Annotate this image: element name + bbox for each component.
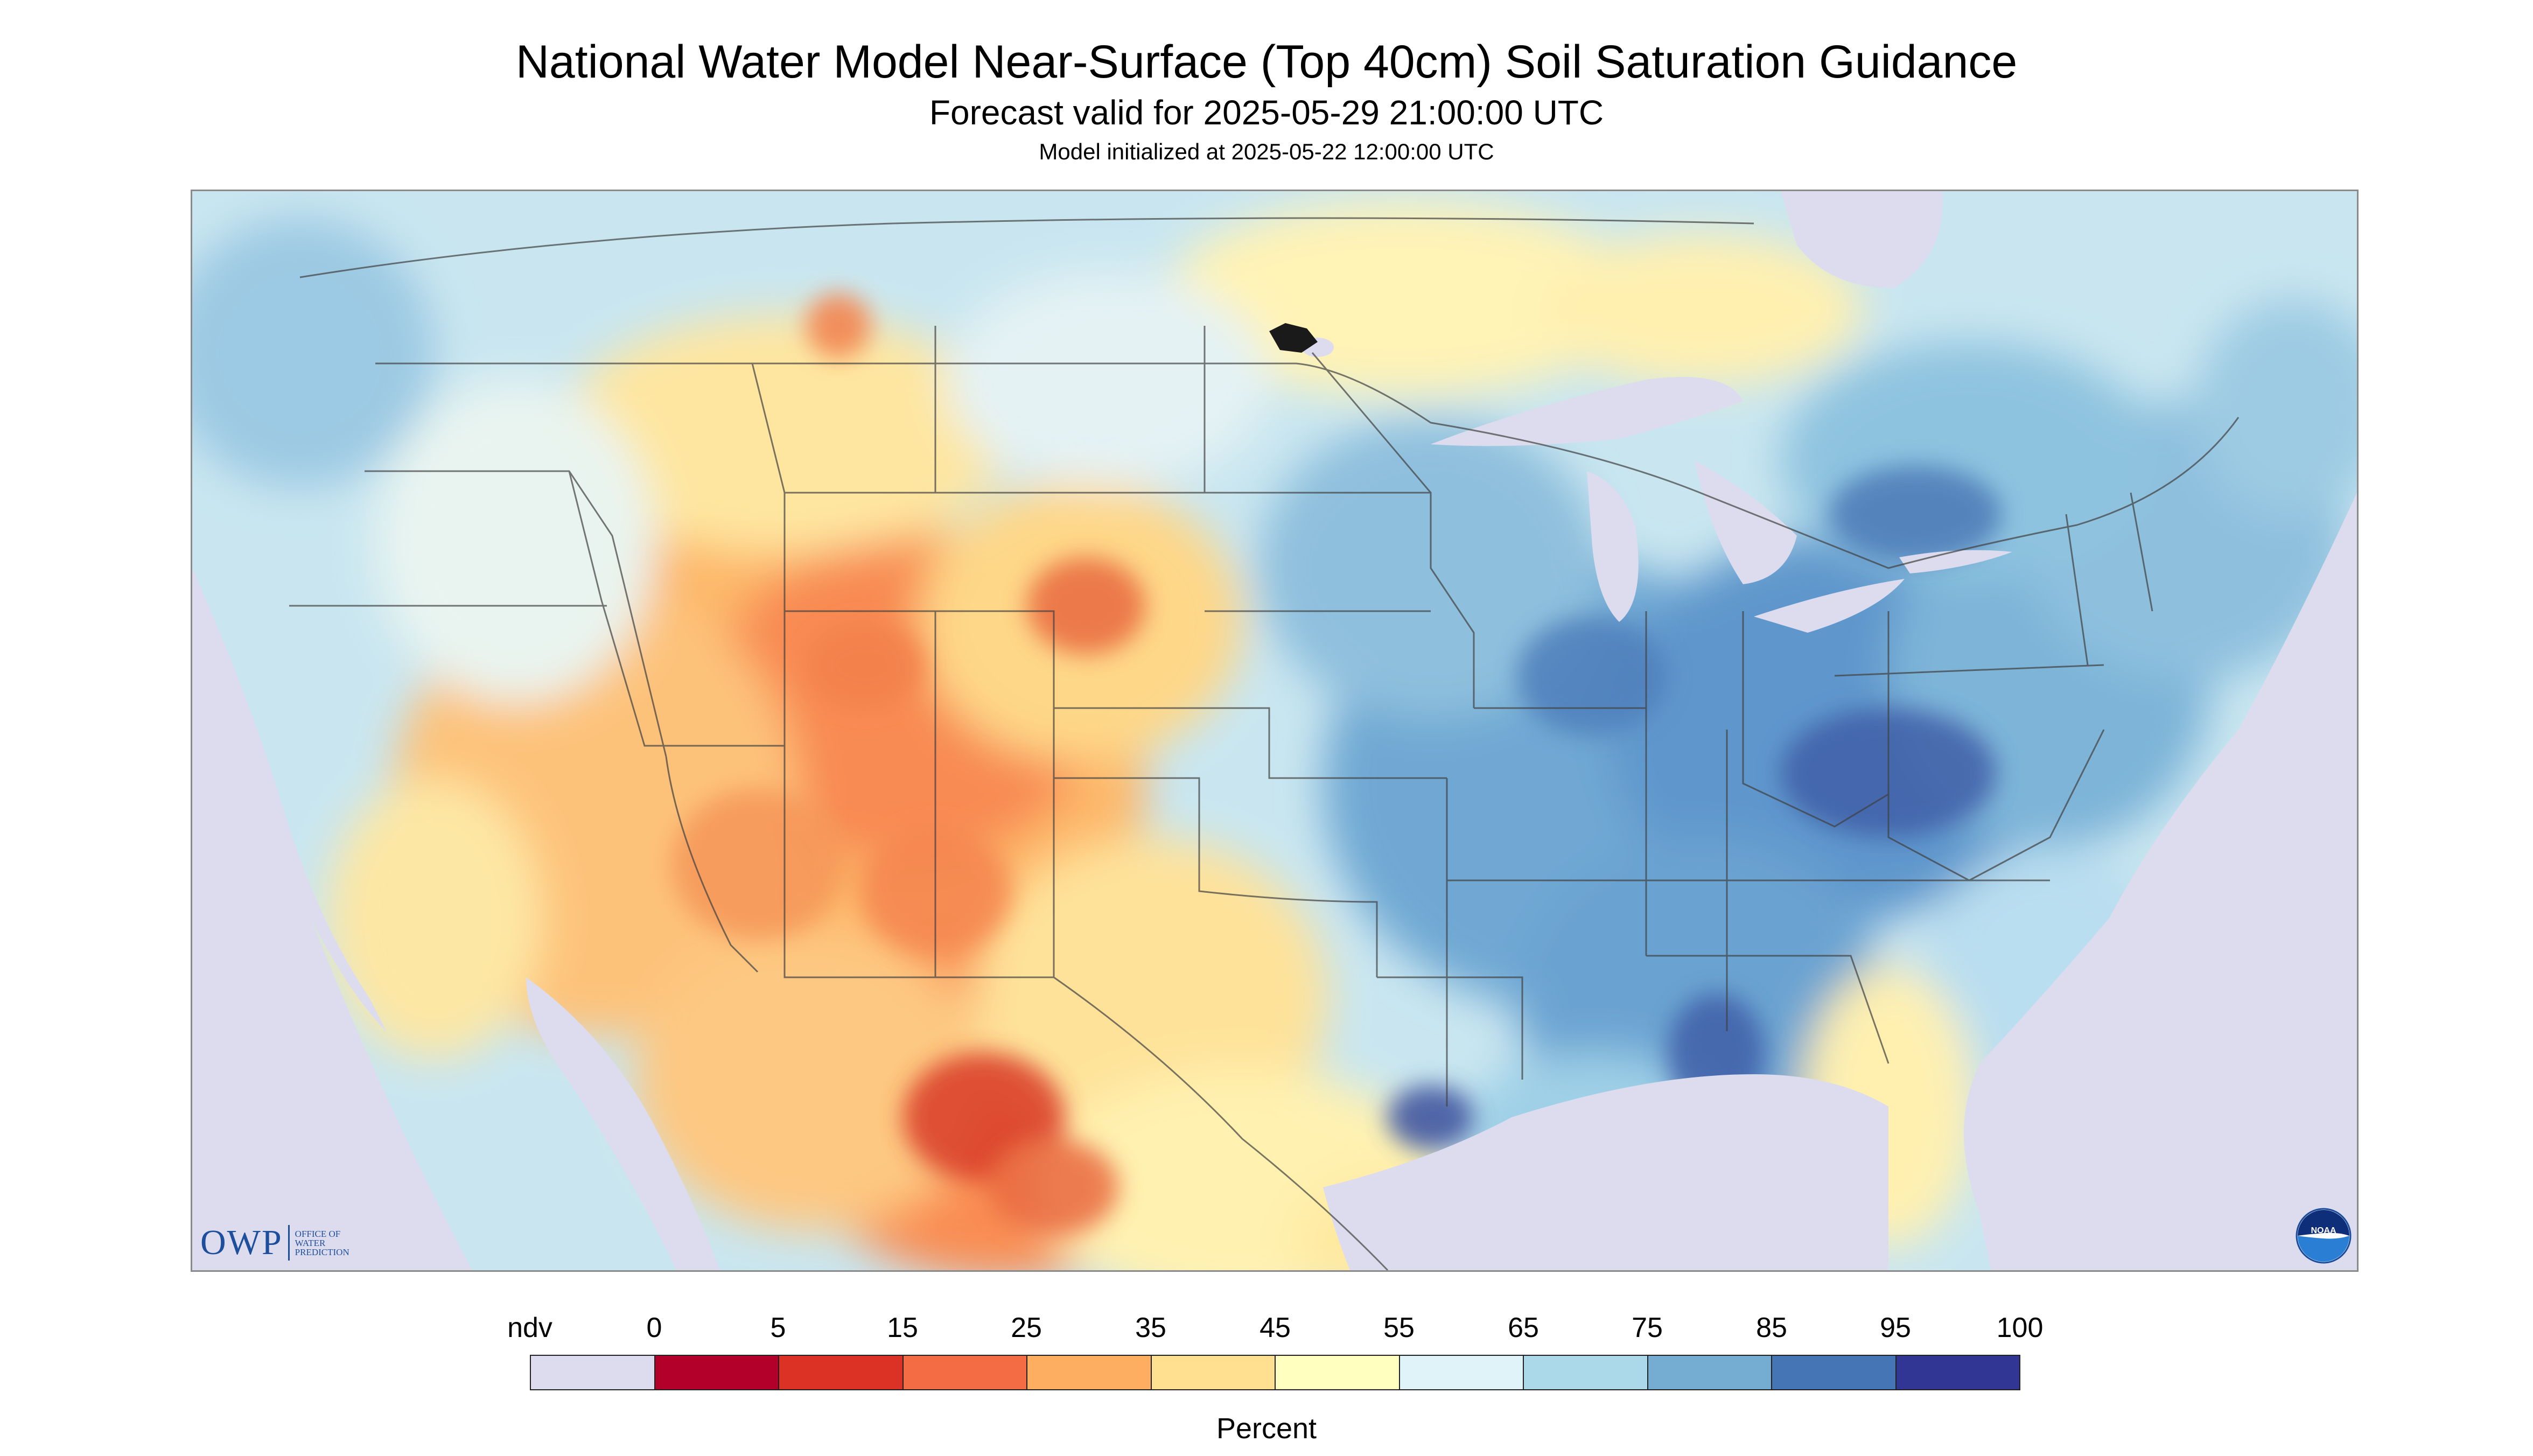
- legend-tick: 95: [1880, 1312, 1911, 1343]
- legend-tick: 85: [1756, 1312, 1787, 1343]
- atlantic: [1964, 493, 2357, 1270]
- lake-erie: [1754, 579, 1905, 633]
- legend-swatch: [1275, 1355, 1400, 1390]
- pacific-coast: [192, 568, 386, 1031]
- legend-tick: 25: [1011, 1312, 1042, 1343]
- legend-tick: 0: [646, 1312, 662, 1343]
- hudson-bay: [1781, 191, 1943, 288]
- owp-wordmark: OWP: [200, 1223, 283, 1262]
- lake-huron: [1695, 460, 1797, 584]
- soil-saturation-map[interactable]: [191, 190, 2359, 1272]
- forecast-valid-subtitle: Forecast valid for 2025-05-29 21:00:00 U…: [929, 93, 1604, 132]
- gulf-of-california: [526, 977, 720, 1270]
- model-init-line: Model initialized at 2025-05-22 12:00:00…: [1039, 139, 1494, 164]
- noaa-label: NOAA: [2311, 1226, 2336, 1235]
- legend-tick: 100: [1996, 1312, 2044, 1343]
- legend-swatch: [1026, 1355, 1152, 1390]
- legend-tick: 35: [1135, 1312, 1166, 1343]
- legend-swatch: [1771, 1355, 1897, 1390]
- legend-swatch: [1150, 1355, 1276, 1390]
- lake-winnipeg-spot: [1269, 323, 1318, 353]
- legend-swatch: [902, 1355, 1027, 1390]
- legend-tick-ndv: ndv: [507, 1312, 552, 1343]
- legend-tick: 15: [887, 1312, 918, 1343]
- water-bodies: [192, 191, 2357, 1270]
- map-title: National Water Model Near-Surface (Top 4…: [515, 36, 2018, 88]
- legend-colorbar: [530, 1355, 2020, 1390]
- political-boundaries: [289, 217, 2240, 1270]
- legend-swatch: [530, 1355, 655, 1390]
- lake-ontario: [1899, 550, 2012, 573]
- legend-tick: 45: [1259, 1312, 1291, 1343]
- legend-unit-label: Percent: [1216, 1412, 1317, 1445]
- legend-swatch: [1398, 1355, 1524, 1390]
- legend-tick: 75: [1632, 1312, 1663, 1343]
- owp-separator: [288, 1225, 290, 1261]
- legend-swatch: [1523, 1355, 1648, 1390]
- legend-swatch: [654, 1355, 779, 1390]
- legend-tick: 5: [770, 1312, 786, 1343]
- legend-tick: 55: [1383, 1312, 1415, 1343]
- legend-swatch: [778, 1355, 904, 1390]
- noaa-logo-icon: NOAA: [2296, 1208, 2352, 1264]
- owp-logo: OWP OFFICE OF WATER PREDICTION: [200, 1222, 349, 1263]
- legend-swatch: [1895, 1355, 2020, 1390]
- map-canvas: [192, 191, 2357, 1270]
- legend-swatch: [1647, 1355, 1772, 1390]
- lake-michigan: [1587, 471, 1639, 622]
- lake-superior: [1431, 377, 1743, 446]
- owp-subtitle: OFFICE OF WATER PREDICTION: [295, 1228, 349, 1257]
- gulf-of-mexico: [1323, 1074, 1888, 1270]
- legend-tick: 65: [1508, 1312, 1539, 1343]
